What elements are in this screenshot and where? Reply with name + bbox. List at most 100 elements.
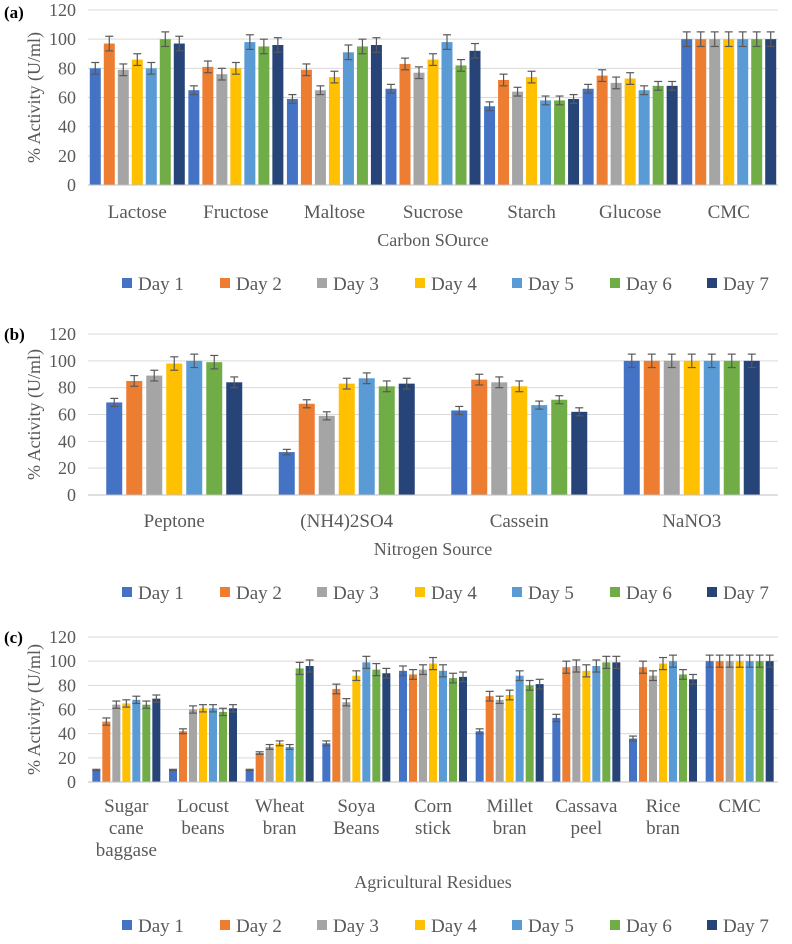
- bar: [485, 696, 494, 782]
- bar: [206, 362, 223, 495]
- bar: [314, 90, 326, 185]
- bar: [679, 674, 687, 782]
- bar: [112, 704, 121, 782]
- y-tick-label: 60: [58, 700, 76, 720]
- x-tick-label: Sucrose: [403, 202, 463, 223]
- bar: [103, 43, 115, 185]
- legend-label: Day 3: [333, 583, 379, 604]
- bar: [531, 405, 548, 495]
- bar: [322, 743, 331, 782]
- bar: [495, 699, 504, 782]
- bar: [751, 39, 763, 185]
- legend-swatch: [610, 278, 620, 288]
- bar: [469, 50, 481, 186]
- x-tick-label: (NH4)2SO4: [300, 511, 393, 532]
- bar: [188, 90, 200, 185]
- bar: [399, 670, 407, 782]
- x-tick-label: Starch: [507, 202, 556, 223]
- chart-2: 0 20 40 60 80 100 120 Peptone (NH4)2SO4 Cassein Na…: [4, 324, 778, 604]
- bar: [126, 380, 143, 495]
- legend-label: Day 6: [626, 916, 672, 937]
- y-tick-label: 0: [67, 175, 76, 195]
- y-tick-label: 20: [58, 748, 76, 768]
- bar: [765, 661, 774, 782]
- x-tick-label: Peptone: [144, 511, 205, 532]
- bar: [300, 69, 312, 185]
- x-tick-label: Cassava: [555, 796, 618, 817]
- bar: [455, 65, 467, 185]
- bar: [202, 66, 214, 185]
- bar: [255, 753, 264, 782]
- bar: [146, 375, 163, 495]
- bar: [505, 695, 514, 782]
- panel-label: (b): [4, 325, 25, 344]
- legend-swatch: [707, 920, 717, 930]
- bar: [152, 698, 161, 782]
- bar: [244, 42, 256, 186]
- x-axis-title: Carbon SOurce: [377, 230, 488, 250]
- bar: [649, 675, 657, 782]
- bar: [226, 382, 243, 495]
- y-tick-label: 80: [58, 675, 76, 695]
- legend: Day 1 Day 2 Day 3 Day 4 Day 5 Day 6 Day 7: [122, 274, 769, 295]
- bar: [526, 77, 538, 185]
- legend-swatch: [415, 920, 425, 930]
- legend-swatch: [707, 587, 717, 597]
- bar: [258, 46, 270, 186]
- bar: [338, 383, 355, 495]
- x-tick-label: Rice: [646, 796, 681, 817]
- bar: [525, 685, 534, 782]
- bar: [362, 662, 371, 782]
- bar: [102, 721, 111, 782]
- bar: [145, 68, 157, 185]
- x-tick-label: Maltose: [304, 202, 365, 223]
- x-tick-label: baggase: [96, 840, 157, 861]
- bar: [491, 382, 508, 495]
- bar: [571, 411, 588, 495]
- bar: [159, 39, 171, 185]
- bar: [554, 100, 566, 185]
- bar: [117, 69, 129, 185]
- bar: [305, 666, 314, 782]
- bar: [663, 360, 680, 495]
- bar: [328, 77, 340, 185]
- legend-label: Day 5: [528, 274, 574, 295]
- y-tick-label: 120: [49, 0, 76, 20]
- bar: [592, 666, 601, 782]
- legend-swatch: [512, 587, 522, 597]
- legend-label: Day 2: [236, 274, 282, 295]
- legend-swatch: [610, 587, 620, 597]
- x-tick-label: Glucose: [599, 202, 661, 223]
- legend-swatch: [512, 278, 522, 288]
- x-tick-label: Wheat: [255, 796, 305, 817]
- bar: [419, 669, 427, 782]
- bar: [122, 703, 131, 782]
- bar: [568, 98, 580, 185]
- bar: [629, 738, 637, 782]
- x-tick-label: CMC: [719, 796, 761, 817]
- bar: [132, 699, 141, 782]
- bar: [743, 360, 760, 495]
- x-tick-label: Cassein: [490, 511, 550, 532]
- y-tick-label: 0: [67, 772, 76, 792]
- x-tick-label: beans: [181, 818, 224, 839]
- x-tick-label: Locust: [177, 796, 229, 817]
- bar: [399, 63, 411, 186]
- legend-swatch: [220, 920, 230, 930]
- y-tick-label: 100: [49, 351, 76, 371]
- bar: [475, 731, 484, 782]
- legend-label: Day 2: [236, 916, 282, 937]
- bar: [413, 72, 425, 185]
- bar: [186, 360, 203, 495]
- legend-label: Day 2: [236, 583, 282, 604]
- legend-label: Day 1: [138, 916, 184, 937]
- x-tick-label: bran: [263, 818, 297, 839]
- legend-label: Day 6: [626, 274, 672, 295]
- legend-swatch: [317, 278, 327, 288]
- bar: [723, 360, 740, 495]
- x-tick-label: bran: [646, 818, 680, 839]
- legend-label: Day 5: [528, 583, 574, 604]
- legend-swatch: [122, 920, 132, 930]
- legend-label: Day 1: [138, 583, 184, 604]
- y-axis-title: % Activity (U/ml): [24, 644, 45, 775]
